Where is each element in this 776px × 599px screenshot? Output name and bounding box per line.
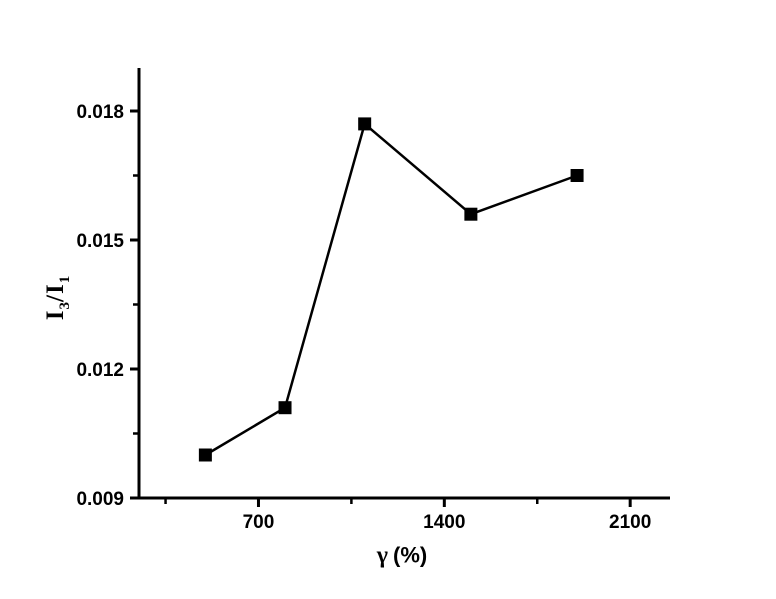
y-axis-tick-label: 0.009 (76, 489, 124, 510)
axis-spines (137, 68, 670, 500)
y-axis-tick-label: 0.018 (76, 102, 124, 123)
data-point-marker (570, 169, 584, 182)
data-point-marker (278, 401, 292, 415)
x-axis-tick-label: 700 (243, 512, 275, 533)
y-axis-tick-label: 0.015 (76, 231, 124, 252)
x-axis-title-gamma: γ (376, 542, 389, 569)
y-axis-title: I3/I1 (42, 276, 74, 320)
x-axis-title-units: (%) (393, 542, 428, 568)
data-point-marker (198, 448, 212, 462)
x-axis-tick-label: 1400 (423, 512, 465, 533)
y-title-denominator-subscript: 1 (57, 275, 73, 284)
y-title-numerator: I (42, 309, 69, 321)
y-title-denominator: I (42, 283, 69, 295)
data-point-marker (358, 117, 372, 131)
x-axis-title: γ (%) (377, 543, 427, 570)
x-axis-tick-label: 2100 (609, 512, 651, 533)
data-series-line (204, 121, 578, 457)
y-title-slash: / (42, 294, 69, 302)
y-title-numerator-subscript: 3 (57, 301, 73, 310)
y-axis-tick-label: 0.012 (76, 360, 124, 381)
data-point-marker (464, 207, 478, 221)
